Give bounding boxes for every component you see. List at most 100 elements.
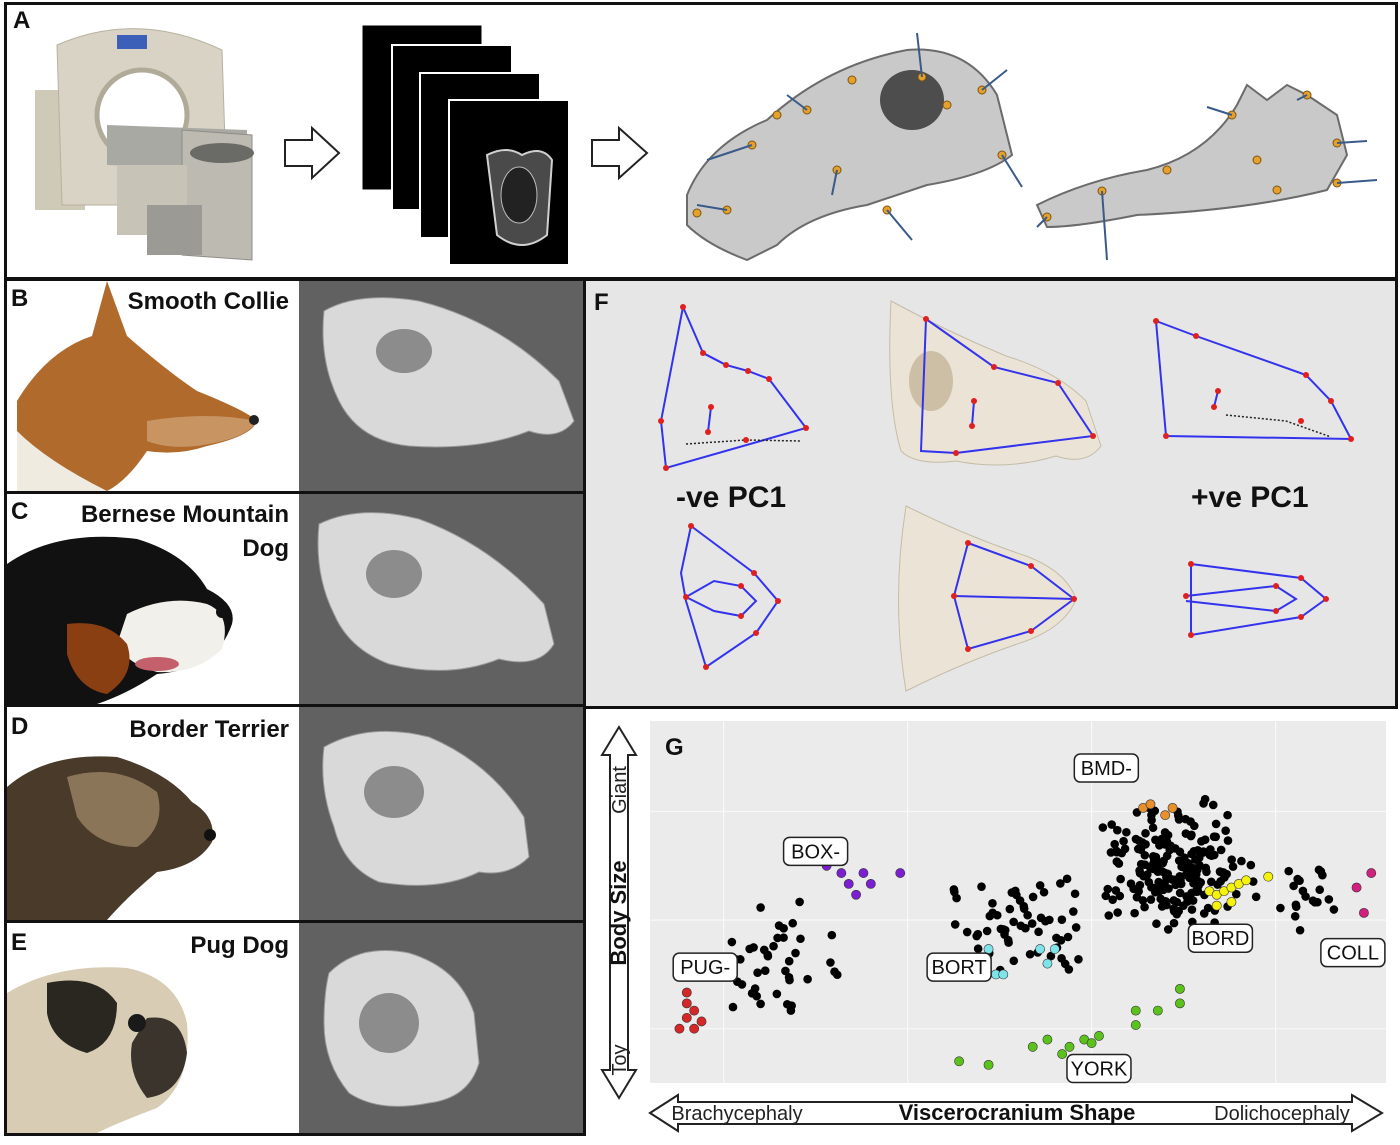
scatter-point-other bbox=[1308, 896, 1318, 905]
scatter-point-other bbox=[1189, 821, 1199, 831]
scatter-point-other bbox=[1130, 908, 1139, 918]
y-axis-title: Body Size bbox=[606, 860, 631, 965]
scatter-point-other bbox=[1064, 965, 1074, 974]
scatter-point-other bbox=[1216, 845, 1226, 855]
landmark-wireframes bbox=[658, 300, 1354, 692]
scatter-point-bort bbox=[1042, 958, 1053, 969]
scatter-point-other bbox=[1129, 884, 1138, 894]
scatter-point-other bbox=[950, 920, 960, 929]
scatter-point-york bbox=[1152, 1005, 1163, 1016]
breed-labels: BMD- BOX- PUG- BORT BORD COLL YORK bbox=[672, 753, 1386, 1084]
scatter-point-york bbox=[954, 1056, 965, 1067]
scatter-point-other bbox=[833, 970, 842, 980]
scatter-point-other bbox=[1112, 846, 1121, 856]
scatter-point-york bbox=[1130, 1020, 1141, 1030]
scatter-point-other bbox=[1170, 875, 1179, 885]
scatter-point-other bbox=[753, 968, 762, 977]
scatter-point-other bbox=[1172, 909, 1182, 919]
scatter-point-other bbox=[1170, 844, 1180, 853]
scatter-point-pug bbox=[689, 1023, 700, 1034]
scatter-point-other bbox=[1237, 856, 1246, 866]
breed-label-bmd: BMD- bbox=[1073, 753, 1140, 783]
scatter-points bbox=[674, 794, 1377, 1070]
scatter-point-bmd bbox=[1167, 802, 1178, 813]
scatter-point-other bbox=[1276, 903, 1285, 913]
scatter-point-other bbox=[1140, 902, 1149, 912]
pug-dog-photo bbox=[7, 967, 188, 1133]
scatter-point-other bbox=[781, 966, 790, 976]
scatter-point-other bbox=[1009, 917, 1018, 927]
scatter-point-box bbox=[895, 868, 906, 878]
skull-render-image bbox=[322, 730, 530, 886]
scatter-point-other bbox=[1146, 895, 1156, 904]
panel-label-g: G bbox=[665, 734, 684, 761]
panel-e: E Pug Dog bbox=[4, 920, 586, 1136]
wireframe-positive-lateral bbox=[1153, 318, 1354, 442]
arrow-right-icon bbox=[284, 125, 341, 181]
scatter-point-other bbox=[1206, 877, 1216, 887]
scatter-point-other bbox=[1016, 921, 1026, 931]
scatter-point-other bbox=[1074, 954, 1083, 964]
scatter-point-other bbox=[1293, 874, 1302, 884]
scatter-point-other bbox=[763, 950, 772, 960]
scatter-point-other bbox=[1163, 830, 1173, 840]
scatter-point-york bbox=[1042, 1034, 1053, 1045]
scatter-point-other bbox=[1193, 845, 1203, 855]
scatter-point-other bbox=[1162, 872, 1171, 882]
scatter-point-pug bbox=[696, 1016, 707, 1027]
skull-lateral-photo bbox=[889, 300, 1102, 466]
scatter-point-york bbox=[1057, 1049, 1068, 1059]
scatter-point-other bbox=[1155, 841, 1164, 850]
skull-landmarks-image bbox=[686, 48, 1349, 262]
scatter-point-pug bbox=[681, 998, 692, 1009]
scatter-point-other bbox=[1248, 877, 1258, 886]
scatter-point-pug bbox=[674, 1023, 685, 1034]
scatter-point-other bbox=[1101, 891, 1111, 901]
collie-skull-render bbox=[299, 281, 583, 491]
x-axis-right-label: Dolichocephaly bbox=[1214, 1103, 1350, 1125]
breed-label-york: YORK bbox=[1066, 1053, 1132, 1084]
scatter-point-other bbox=[1025, 949, 1035, 959]
scatter-point-other bbox=[749, 943, 758, 952]
scatter-point-bmd bbox=[1160, 810, 1171, 821]
scatter-point-other bbox=[1028, 892, 1038, 902]
scatter-point-other bbox=[1098, 823, 1108, 832]
scatter-point-other bbox=[769, 941, 778, 951]
scatter-point-other bbox=[988, 899, 997, 908]
scatter-point-other bbox=[1108, 895, 1117, 904]
scatter-point-pug bbox=[689, 1005, 700, 1016]
scatter-point-other bbox=[1179, 901, 1188, 911]
scatter-point-other bbox=[1246, 860, 1256, 870]
scatter-point-other bbox=[1063, 932, 1073, 942]
scatter-point-other bbox=[760, 966, 770, 975]
scatter-point-other bbox=[1057, 915, 1067, 924]
scatter-point-other bbox=[1009, 956, 1019, 966]
scatter-point-other bbox=[1159, 885, 1168, 895]
scatter-point-other bbox=[1152, 919, 1161, 929]
scatter-point-other bbox=[1196, 878, 1206, 887]
border-terrier-skull-render bbox=[299, 707, 583, 920]
scatter-point-other bbox=[1104, 911, 1114, 920]
scatter-point-other bbox=[1039, 887, 1049, 897]
panel-b: B Smooth Collie bbox=[4, 278, 586, 494]
scatter-point-york bbox=[1027, 1041, 1038, 1052]
scatter-point-other bbox=[1113, 908, 1122, 917]
breed-label-bort: BORT bbox=[926, 952, 992, 982]
scatter-point-other bbox=[1251, 892, 1261, 902]
scatter-point-pug bbox=[681, 987, 692, 998]
scatter-point-other bbox=[1182, 892, 1191, 901]
scatter-point-other bbox=[796, 934, 805, 944]
scatter-point-other bbox=[735, 955, 745, 964]
scatter-point-other bbox=[1315, 885, 1325, 895]
scatter-point-other bbox=[1199, 909, 1209, 918]
ct-pipeline-illustration bbox=[35, 24, 1378, 266]
scatter-point-other bbox=[1138, 896, 1148, 905]
border-terrier-photo bbox=[7, 756, 216, 920]
scatter-point-other bbox=[1221, 826, 1230, 836]
scatter-point-york bbox=[1064, 1041, 1075, 1052]
scatter-point-coll bbox=[1366, 868, 1377, 878]
breed-label-text: BOX- bbox=[791, 841, 840, 863]
skull-render-image bbox=[317, 512, 555, 671]
scatter-point-other bbox=[772, 989, 782, 999]
scatter-point-other bbox=[1150, 806, 1160, 816]
